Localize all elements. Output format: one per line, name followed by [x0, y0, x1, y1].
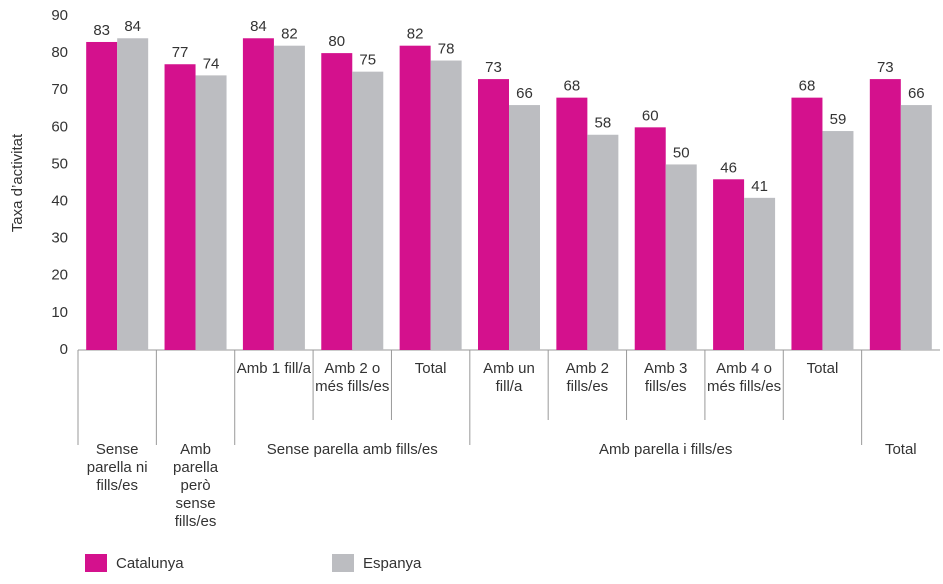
x-tick-label-box: Amb 1 fill/a — [236, 360, 311, 377]
bar — [399, 45, 431, 350]
value-label: 66 — [908, 85, 925, 102]
bar — [164, 64, 196, 350]
value-label: 73 — [485, 59, 502, 76]
y-tick-label: 80 — [51, 44, 68, 61]
bar — [321, 53, 353, 350]
y-tick-label: 90 — [51, 7, 68, 24]
y-tick-label: 30 — [51, 230, 68, 247]
group-label: Amb parella però sense fills/es — [173, 441, 219, 530]
bar — [791, 97, 823, 351]
bar — [713, 179, 745, 350]
y-tick-label: 20 — [51, 267, 68, 284]
x-tick-label-box: Amb 2 fills/es — [565, 360, 610, 395]
value-label: 68 — [799, 78, 816, 95]
group-label-box: Amb parella i fills/es — [599, 441, 733, 458]
value-label: 84 — [250, 18, 267, 35]
value-label: 46 — [720, 159, 737, 176]
value-label: 82 — [281, 26, 298, 43]
x-tick-label-box: Amb 3 fills/es — [644, 360, 688, 395]
bar — [822, 131, 854, 350]
value-label: 84 — [124, 18, 141, 35]
x-tick-label-box: Amb un fill/a — [483, 360, 535, 395]
x-tick-label: Amb 2 o més fills/es — [315, 360, 390, 395]
bar — [634, 127, 666, 350]
value-label: 60 — [642, 107, 659, 124]
bar — [665, 164, 697, 350]
x-tick-label: Amb 3 fills/es — [644, 360, 688, 395]
value-label: 75 — [359, 52, 376, 69]
value-label: 66 — [516, 85, 533, 102]
bar — [744, 197, 776, 350]
group-label-box: Sense parella amb fills/es — [266, 441, 438, 458]
bar — [117, 38, 149, 351]
x-tick-label: Amb un fill/a — [483, 360, 535, 395]
value-label: 58 — [595, 115, 612, 132]
x-tick-label: Amb 4 o més fills/es — [706, 360, 782, 395]
bar — [869, 79, 901, 350]
x-tick-label-box: Amb 2 o més fills/es — [315, 360, 390, 395]
legend-swatch — [85, 554, 107, 572]
y-tick-label: 50 — [51, 155, 68, 172]
bar — [430, 60, 462, 351]
y-tick-label: 40 — [51, 193, 68, 210]
value-label: 41 — [751, 178, 768, 195]
value-label: 78 — [438, 41, 455, 58]
value-label: 74 — [203, 55, 220, 72]
x-tick-label: Amb 2 fills/es — [565, 360, 610, 395]
bar — [509, 105, 540, 350]
group-label: Sense parella ni fills/es — [86, 441, 148, 494]
value-label: 80 — [328, 33, 345, 50]
x-tick-label: Amb 1 fill/a — [236, 360, 311, 377]
group-label: Sense parella amb fills/es — [266, 441, 438, 458]
bar — [478, 79, 509, 350]
bar — [556, 97, 588, 351]
bar — [352, 71, 384, 351]
y-tick-label: 70 — [51, 81, 68, 98]
bar — [587, 134, 619, 350]
group-label-box: Sense parella ni fills/es — [86, 441, 148, 494]
value-label: 82 — [407, 26, 424, 43]
bar — [900, 105, 932, 350]
legend-swatch — [332, 554, 354, 572]
value-label: 83 — [93, 22, 110, 39]
legend-label: Catalunya — [116, 555, 184, 572]
group-label: Total — [884, 441, 917, 458]
x-tick-label-box: Total — [414, 360, 447, 377]
y-tick-label: 0 — [60, 341, 68, 358]
x-tick-label: Total — [806, 360, 839, 377]
bar — [86, 41, 118, 350]
bar — [195, 75, 227, 350]
y-axis-label: Taxa d’activitat — [9, 133, 26, 232]
y-tick-label: 60 — [51, 118, 68, 135]
group-label: Amb parella i fills/es — [599, 441, 733, 458]
value-label: 59 — [830, 111, 847, 128]
value-label: 68 — [564, 78, 581, 95]
legend-label: Espanya — [363, 555, 422, 572]
bar — [273, 45, 305, 350]
group-label-box: Amb parella però sense fills/es — [173, 441, 219, 530]
y-tick-label: 10 — [51, 304, 68, 321]
value-label: 77 — [172, 44, 189, 61]
x-tick-label: Total — [414, 360, 447, 377]
value-label: 50 — [673, 144, 690, 161]
value-label: 73 — [877, 59, 894, 76]
x-tick-label-box: Total — [806, 360, 839, 377]
bar — [242, 38, 274, 351]
x-tick-label-box: Amb 4 o més fills/es — [706, 360, 782, 395]
group-label-box: Total — [884, 441, 917, 458]
